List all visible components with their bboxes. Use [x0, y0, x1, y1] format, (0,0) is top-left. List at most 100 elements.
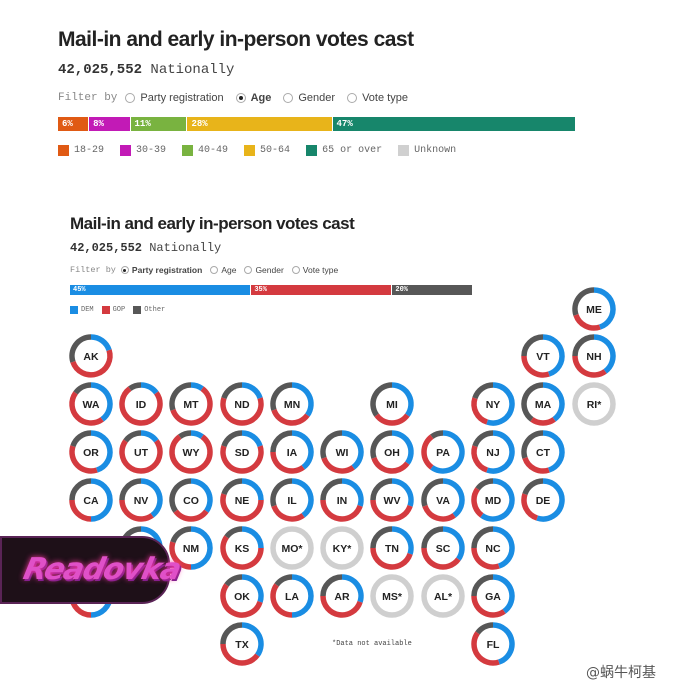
state-ring-dem-segment: [90, 382, 113, 422]
state-tile-ia[interactable]: IA: [270, 430, 314, 474]
state-tile-nm[interactable]: NM: [169, 526, 213, 570]
state-tile-wa[interactable]: WA: [69, 382, 113, 426]
state-tile-mo[interactable]: MO*: [270, 526, 314, 570]
state-tile-va[interactable]: VA: [421, 478, 465, 522]
filter-option-vote-type[interactable]: Vote type: [291, 265, 338, 275]
state-label: DE: [536, 495, 551, 507]
state-tile-pa[interactable]: PA: [421, 430, 465, 474]
state-tile-tx[interactable]: TX: [220, 622, 264, 666]
state-ring-gop-segment: [321, 456, 355, 474]
state-tile-ny[interactable]: NY: [471, 382, 515, 426]
state-tile-wy[interactable]: WY: [169, 430, 213, 474]
legend-item-65-or-over: 65 or over: [306, 145, 382, 156]
bar-segment-50-64[interactable]: 28%: [187, 117, 333, 131]
state-label: IA: [287, 447, 298, 459]
filter-label: Filter by: [58, 92, 118, 104]
radio-icon[interactable]: [283, 93, 294, 103]
state-tile-or[interactable]: OR: [69, 430, 113, 474]
state-tile-fl[interactable]: FL: [471, 622, 515, 666]
legend-item-gop: GOP: [101, 306, 125, 314]
filter-option-gender[interactable]: Gender: [283, 92, 335, 104]
state-tile-il[interactable]: IL: [270, 478, 314, 522]
state-tile-md[interactable]: MD: [471, 478, 515, 522]
state-tile-de[interactable]: DE: [521, 478, 565, 522]
state-label: SD: [235, 447, 250, 459]
state-tile-ut[interactable]: UT: [119, 430, 163, 474]
state-tile-mi[interactable]: MI: [370, 382, 414, 426]
state-tile-nc[interactable]: NC: [471, 526, 515, 570]
state-label: OH: [384, 447, 400, 459]
state-tile-tn[interactable]: TN: [370, 526, 414, 570]
bar-segment-other[interactable]: 20%: [392, 285, 473, 295]
readovka-logo: Readovka: [0, 536, 184, 604]
state-tile-ar[interactable]: AR: [320, 574, 364, 618]
state-tile-me[interactable]: ME: [572, 287, 616, 331]
radio-selected-icon[interactable]: [235, 93, 246, 103]
state-tile-ak[interactable]: AK: [69, 334, 113, 378]
bar-segment-dem[interactable]: 45%: [70, 285, 252, 295]
bar-segment-30-39[interactable]: 8%: [89, 117, 131, 131]
state-tile-oh[interactable]: OH: [370, 430, 414, 474]
state-ring-other-segment: [472, 430, 494, 448]
state-tile-ks[interactable]: KS: [220, 526, 264, 570]
state-label: WI: [336, 447, 349, 459]
bar-segment-gop[interactable]: 35%: [251, 285, 393, 295]
state-label: MD: [485, 495, 502, 507]
state-tile-al[interactable]: AL*: [421, 574, 465, 618]
state-tile-ga[interactable]: GA: [471, 574, 515, 618]
state-tile-mt[interactable]: MT: [169, 382, 213, 426]
state-tile-vt[interactable]: VT: [521, 334, 565, 378]
bar-segment-65-or-over[interactable]: 47%: [332, 117, 576, 131]
state-label: NJ: [486, 447, 500, 459]
state-ring-gop-segment: [220, 535, 264, 570]
bar-segment-18-29[interactable]: 6%: [58, 117, 90, 131]
radio-icon[interactable]: [244, 266, 253, 274]
state-tile-mn[interactable]: MN: [270, 382, 314, 426]
state-tile-ca[interactable]: CA: [69, 478, 113, 522]
state-tile-sd[interactable]: SD: [220, 430, 264, 474]
state-tile-ne[interactable]: NE: [220, 478, 264, 522]
state-tile-wi[interactable]: WI: [320, 430, 364, 474]
filter-option-party[interactable]: Party registration: [125, 92, 224, 104]
legend-label: 40-49: [198, 145, 229, 156]
radio-icon[interactable]: [291, 266, 300, 274]
state-label: KS: [235, 543, 250, 555]
radio-icon[interactable]: [125, 93, 136, 103]
state-tile-sc[interactable]: SC: [421, 526, 465, 570]
state-ring-other-segment: [430, 430, 444, 439]
filter-option-vote-type[interactable]: Vote type: [347, 92, 408, 104]
state-tile-nh[interactable]: NH: [572, 334, 616, 378]
filter-option-label: Party registration: [140, 92, 224, 104]
weibo-watermark: @蜗牛柯基: [586, 665, 656, 681]
state-tile-nj[interactable]: NJ: [471, 430, 515, 474]
readovka-logo-text: Readovka: [20, 552, 184, 587]
state-ring-dem-segment: [90, 478, 113, 522]
legend-swatch: [182, 145, 194, 156]
state-tile-ky[interactable]: KY*: [320, 526, 364, 570]
state-tile-ok[interactable]: OK: [220, 574, 264, 618]
state-tile-in[interactable]: IN: [320, 478, 364, 522]
state-tile-wv[interactable]: WV: [370, 478, 414, 522]
filter-option-age[interactable]: Age: [235, 92, 271, 104]
filter-option-gender[interactable]: Gender: [244, 265, 284, 275]
radio-icon[interactable]: [347, 93, 358, 103]
state-tile-ct[interactable]: CT: [521, 430, 565, 474]
state-tile-la[interactable]: LA: [270, 574, 314, 618]
state-ring-gop-segment: [471, 547, 500, 570]
state-tile-nv[interactable]: NV: [119, 478, 163, 522]
state-tile-ms[interactable]: MS*: [370, 574, 414, 618]
filter-option-party[interactable]: Party registration: [120, 265, 202, 275]
state-ring-dem-segment: [492, 574, 515, 614]
radio-icon[interactable]: [210, 266, 219, 274]
state-tile-id[interactable]: ID: [119, 382, 163, 426]
radio-selected-icon[interactable]: [120, 266, 129, 274]
state-ring-gop-segment: [220, 397, 264, 426]
state-tile-ma[interactable]: MA: [521, 382, 565, 426]
filter-option-age[interactable]: Age: [210, 265, 236, 275]
state-tile-nd[interactable]: ND: [220, 382, 264, 426]
state-ring-dem-segment: [442, 526, 465, 561]
state-label: MT: [183, 399, 199, 411]
state-tile-co[interactable]: CO: [169, 478, 213, 522]
bar-segment-40-49[interactable]: 11%: [130, 117, 188, 131]
state-tile-ri[interactable]: RI*: [572, 382, 616, 426]
